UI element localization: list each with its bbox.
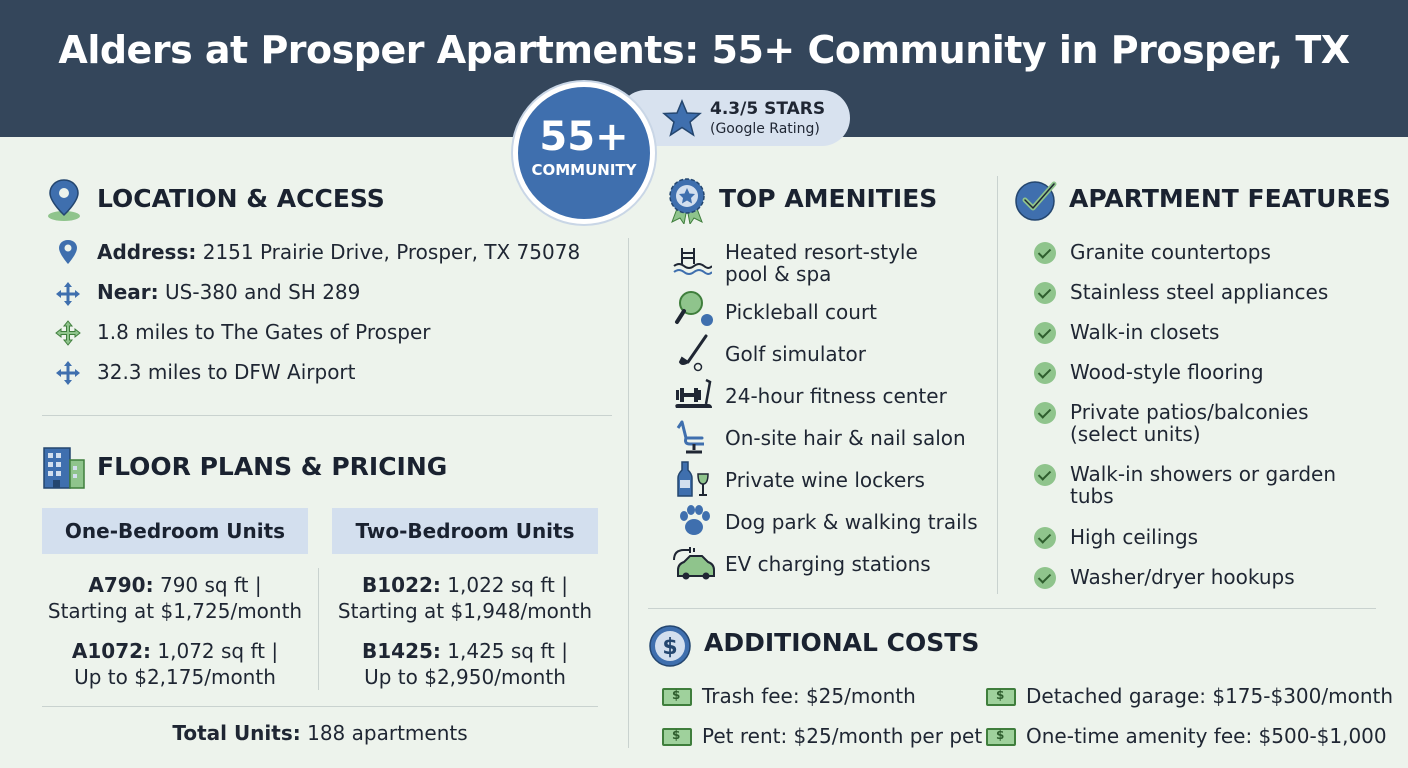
address-row: Address: 2151 Prairie Drive, Prosper, TX… bbox=[97, 240, 581, 264]
feature-item: Washer/dryer hookups bbox=[1070, 565, 1295, 589]
costs-heading: ADDITIONAL COSTS bbox=[704, 628, 980, 657]
feature-item: Private patios/balconies (select units) bbox=[1070, 400, 1309, 446]
pool-icon bbox=[673, 248, 712, 275]
check-icon bbox=[1034, 362, 1056, 384]
cost-item: Pet rent: $25/month per pet bbox=[702, 724, 983, 748]
amenity-item: 24-hour fitness center bbox=[725, 384, 947, 408]
rating-stars: 4.3/5 STARS bbox=[710, 99, 826, 119]
divider bbox=[42, 415, 612, 416]
crossroads-icon bbox=[56, 282, 80, 306]
amenity-item: Dog park & walking trails bbox=[725, 510, 978, 534]
total-units: Total Units: 188 apartments bbox=[172, 721, 468, 745]
pickleball-icon bbox=[675, 291, 713, 326]
star-icon bbox=[662, 99, 702, 137]
badge-label: COMMUNITY bbox=[531, 161, 637, 179]
feature-item: Granite countertops bbox=[1070, 240, 1271, 264]
plan-b1022: B1022: 1,022 sq ft | Starting at $1,948/… bbox=[337, 573, 593, 623]
feature-item: High ceilings bbox=[1070, 525, 1199, 549]
distance-row: 1.8 miles to The Gates of Prosper bbox=[97, 320, 431, 344]
rating-pill: 4.3/5 STARS (Google Rating) bbox=[618, 90, 850, 146]
amenity-item: Pickleball court bbox=[725, 300, 878, 324]
distance-row: 32.3 miles to DFW Airport bbox=[97, 360, 356, 384]
divider bbox=[997, 176, 998, 594]
ev-car-icon bbox=[673, 547, 715, 580]
amenity-item: On-site hair & nail salon bbox=[725, 426, 966, 450]
directions-icon bbox=[56, 361, 80, 385]
feature-item: Walk-in showers or garden tubs bbox=[1070, 462, 1337, 508]
cost-item: Trash fee: $25/month bbox=[702, 684, 916, 708]
amenities-heading: TOP AMENITIES bbox=[719, 184, 938, 213]
checkmark-badge-icon bbox=[1015, 181, 1057, 221]
location-heading: LOCATION & ACCESS bbox=[97, 184, 385, 213]
dollar-bill-icon: $ bbox=[662, 688, 692, 706]
amenity-item: Private wine lockers bbox=[725, 468, 925, 492]
golf-club-icon bbox=[678, 334, 708, 372]
plan-a790: A790: 790 sq ft | Starting at $1,725/mon… bbox=[47, 573, 303, 623]
rating-source: (Google Rating) bbox=[710, 121, 820, 137]
amenity-item: EV charging stations bbox=[725, 552, 931, 576]
wine-icon bbox=[677, 461, 709, 497]
features-heading: APARTMENT FEATURES bbox=[1069, 184, 1391, 213]
feature-item: Wood-style flooring bbox=[1070, 360, 1264, 384]
check-icon bbox=[1034, 282, 1056, 304]
one-bedroom-header: One-Bedroom Units bbox=[42, 508, 308, 554]
near-row: Near: US-380 and SH 289 bbox=[97, 280, 361, 304]
page-title: Alders at Prosper Apartments: 55+ Commun… bbox=[58, 28, 1350, 72]
community-badge: 55+ COMMUNITY bbox=[513, 82, 655, 224]
floor-plans-heading: FLOOR PLANS & PRICING bbox=[97, 452, 448, 481]
treadmill-icon bbox=[675, 378, 712, 408]
salon-chair-icon bbox=[676, 420, 704, 454]
divider bbox=[628, 238, 629, 748]
building-icon bbox=[43, 447, 85, 489]
location-pin-icon bbox=[48, 179, 80, 221]
divider bbox=[318, 568, 319, 690]
feature-item: Walk-in closets bbox=[1070, 320, 1220, 344]
dollar-bill-icon: $ bbox=[986, 728, 1016, 746]
dollar-bill-icon: $ bbox=[662, 728, 692, 746]
amenity-item: Golf simulator bbox=[725, 342, 866, 366]
cost-item: Detached garage: $175-$300/month bbox=[1026, 684, 1394, 708]
divider bbox=[648, 608, 1376, 609]
svg-text:$: $ bbox=[662, 635, 677, 660]
paw-icon bbox=[680, 505, 710, 535]
badge-number: 55+ bbox=[539, 114, 629, 160]
divider bbox=[42, 706, 598, 707]
dollar-bill-icon: $ bbox=[986, 688, 1016, 706]
check-icon bbox=[1034, 242, 1056, 264]
feature-item: Stainless steel appliances bbox=[1070, 280, 1329, 304]
cost-item: One-time amenity fee: $500-$1,000 bbox=[1026, 724, 1387, 748]
two-bedroom-header: Two-Bedroom Units bbox=[332, 508, 598, 554]
directions-icon bbox=[55, 320, 81, 346]
check-icon bbox=[1034, 567, 1056, 589]
check-icon bbox=[1034, 322, 1056, 344]
map-pin-icon bbox=[59, 240, 77, 264]
dollar-coin-icon: $ bbox=[649, 625, 691, 667]
check-icon bbox=[1034, 464, 1056, 486]
check-icon bbox=[1034, 402, 1056, 424]
check-icon bbox=[1034, 527, 1056, 549]
plan-b1425: B1425: 1,425 sq ft | Up to $2,950/month bbox=[362, 639, 568, 689]
amenity-item: Heated resort-style pool & spa bbox=[725, 240, 918, 286]
award-badge-icon bbox=[669, 178, 705, 224]
plan-a1072: A1072: 1,072 sq ft | Up to $2,175/month bbox=[71, 639, 279, 689]
